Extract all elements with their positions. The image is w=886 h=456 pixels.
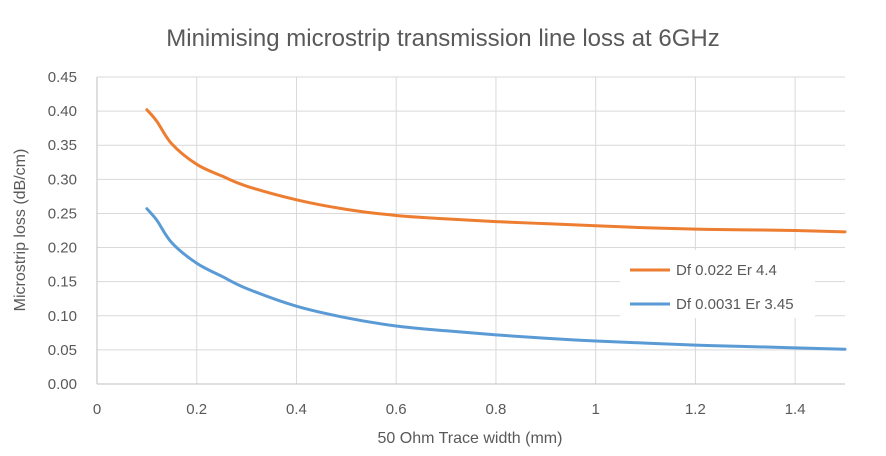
gridlines <box>97 76 845 384</box>
x-tick-label: 1.2 <box>685 401 706 418</box>
y-tick-label: 0.05 <box>48 342 77 359</box>
y-tick-label: 0.20 <box>48 240 77 257</box>
legend-label-1: Df 0.022 Er 4.4 <box>676 262 777 279</box>
axes: 0.000.050.100.150.200.250.300.350.400.45… <box>48 69 845 418</box>
legend: Df 0.022 Er 4.4 Df 0.0031 Er 3.45 <box>620 250 815 318</box>
x-tick-label: 0.8 <box>486 401 507 418</box>
x-tick-label: 0 <box>93 401 101 418</box>
x-tick-label: 0.6 <box>386 401 407 418</box>
legend-label-2: Df 0.0031 Er 3.45 <box>676 296 794 313</box>
y-tick-label: 0.30 <box>48 171 77 188</box>
series-lines <box>145 108 847 351</box>
y-tick-label: 0.15 <box>48 274 77 291</box>
series-line-2 <box>145 207 847 351</box>
y-tick-label: 0.10 <box>48 308 77 325</box>
series-line-1 <box>145 108 847 234</box>
y-tick-label: 0.25 <box>48 205 77 222</box>
y-axis-title: Microstrip loss (dB/cm) <box>12 149 29 312</box>
y-tick-label: 0.35 <box>48 137 77 154</box>
x-axis-title: 50 Ohm Trace width (mm) <box>378 430 563 447</box>
y-tick-label: 0.40 <box>48 103 77 120</box>
x-tick-label: 0.2 <box>186 401 207 418</box>
y-tick-label: 0.00 <box>48 376 77 393</box>
legend-box <box>620 250 815 318</box>
x-tick-label: 0.4 <box>286 401 307 418</box>
x-tick-label: 1.4 <box>785 401 806 418</box>
chart-title: Minimising microstrip transmission line … <box>166 25 719 52</box>
y-tick-label: 0.45 <box>48 69 77 86</box>
x-tick-label: 1 <box>591 401 599 418</box>
